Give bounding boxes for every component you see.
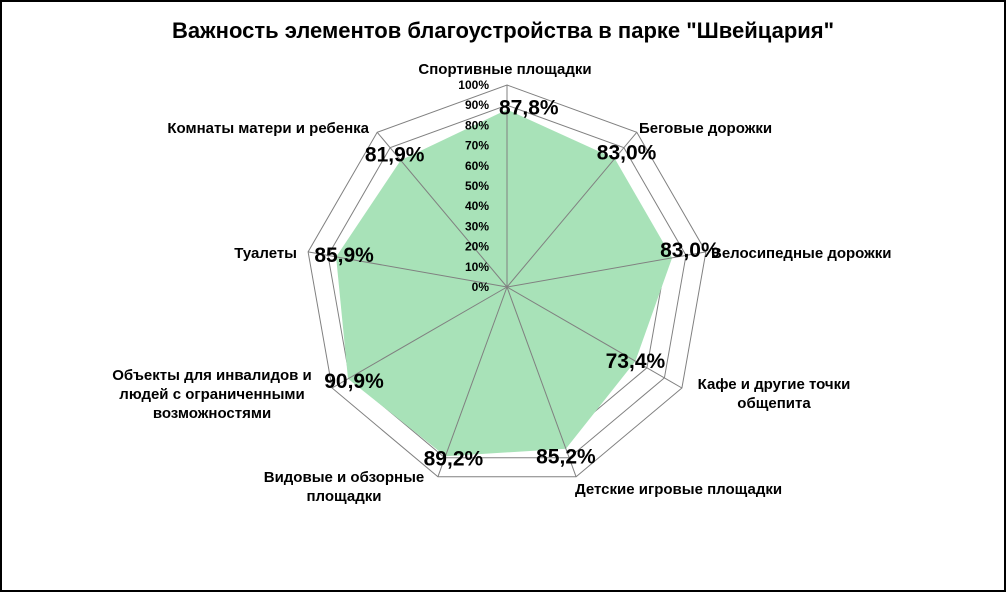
data-label-3: 83,0%: [660, 239, 720, 262]
category-label-6: Видовые и обзорные площадки: [264, 469, 425, 505]
category-label-line: Видовые и обзорные: [264, 469, 425, 486]
data-label-2: 83,0%: [597, 142, 657, 165]
r-tick-label: 0%: [472, 280, 490, 294]
category-label-line: площадки: [307, 488, 382, 505]
category-label-line: Детские игровые площадки: [575, 481, 782, 498]
category-label-line: Велосипедные дорожки: [711, 245, 892, 262]
category-label-7: Объекты для инвалидов и людей с ограничен…: [112, 367, 312, 422]
category-label-line: Спортивные площадки: [418, 61, 591, 78]
category-label-line: общепита: [737, 395, 811, 412]
data-label-1: 87,8%: [499, 97, 559, 120]
axis-spoke-4: [506, 286, 683, 389]
r-tick-label: 100%: [458, 78, 489, 92]
grid-ring-3: [307, 84, 707, 478]
grid-ring-2: [327, 104, 687, 459]
category-label-line: Объекты для инвалидов и: [112, 367, 312, 384]
r-tick-label: 80%: [465, 118, 489, 132]
data-label-9: 81,9%: [365, 143, 425, 166]
category-label-4: Кафе и другие точки общепита: [698, 376, 851, 412]
category-label-line: Комнаты матери и ребенка: [167, 120, 369, 137]
axis-spoke-5: [506, 286, 577, 477]
chart-title: Важность элементов благоустройства в пар…: [171, 18, 835, 43]
axis-spoke-3: [506, 251, 706, 288]
r-tick-label: 70%: [465, 139, 489, 153]
axis-spoke-7: [331, 286, 508, 389]
r-tick-label: 30%: [465, 219, 489, 233]
data-label-8: 85,9%: [314, 244, 374, 267]
data-label-4: 73,4%: [606, 350, 666, 373]
r-tick-label: 20%: [465, 240, 489, 254]
category-label-5: Детские игровые площадки: [575, 481, 782, 498]
r-tick-label: 10%: [465, 260, 489, 274]
axis-spoke-6: [437, 286, 508, 477]
category-label-line: Туалеты: [234, 245, 297, 262]
category-label-2: Беговые дорожки: [639, 120, 772, 137]
r-tick-label: 60%: [465, 159, 489, 173]
r-tick-label: 90%: [465, 98, 489, 112]
r-tick-label: 50%: [465, 179, 489, 193]
category-label-3: Велосипедные дорожки: [711, 245, 892, 262]
category-label-line: Беговые дорожки: [639, 120, 772, 137]
axis-spoke-9: [376, 131, 508, 288]
axis-spoke-8: [308, 251, 508, 288]
category-label-8: Туалеты: [234, 245, 297, 262]
r-tick-label: 40%: [465, 199, 489, 213]
category-label-line: Кафе и другие точки: [698, 376, 851, 393]
data-label-6: 89,2%: [424, 447, 484, 470]
category-label-line: людей с ограниченными: [119, 386, 304, 403]
category-label-1: Спортивные площадки: [418, 61, 591, 78]
category-label-line: возможностями: [153, 405, 271, 422]
axis-spoke-2: [506, 131, 638, 288]
data-label-7: 90,9%: [324, 370, 384, 393]
category-label-9: Комнаты матери и ребенка: [167, 120, 369, 137]
data-label-5: 85,2%: [536, 446, 596, 469]
